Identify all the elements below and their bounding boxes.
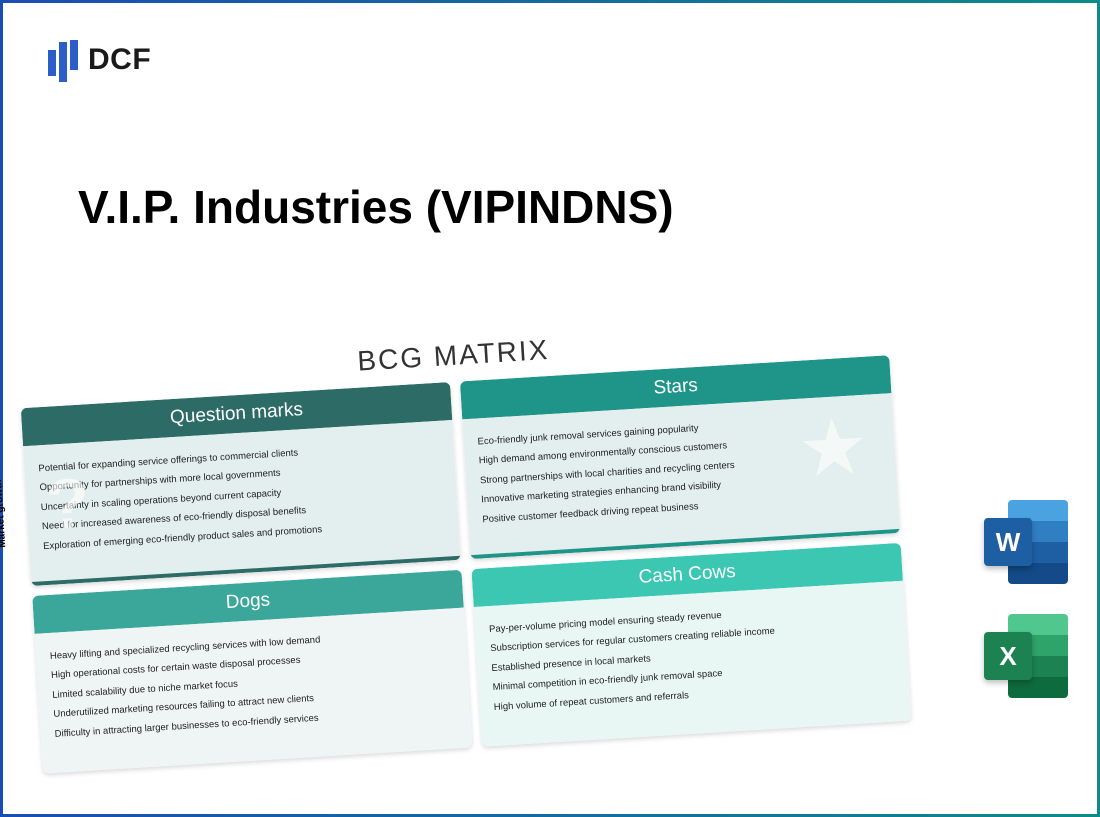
logo-text: DCF: [88, 43, 151, 77]
logo-bars-icon: [48, 38, 78, 82]
excel-letter: X: [984, 632, 1032, 680]
quadrant-stars: Stars ★ Eco-friendly junk removal servic…: [460, 355, 900, 559]
word-icon[interactable]: W: [984, 500, 1068, 584]
quadrant-question-marks: Question marks ? Potential for expanding…: [21, 382, 461, 586]
page-title: V.I.P. Industries (VIPINDNS): [78, 180, 674, 234]
quadrant-cash-cows: Cash Cows Pay-per-volume pricing model e…: [471, 543, 911, 747]
file-icons: W X: [984, 500, 1068, 698]
quadrant-body: Heavy lifting and specialized recycling …: [35, 608, 473, 774]
word-letter: W: [984, 518, 1032, 566]
matrix-grid: Question marks ? Potential for expanding…: [1, 354, 932, 775]
brand-logo: DCF: [48, 38, 151, 82]
excel-icon[interactable]: X: [984, 614, 1068, 698]
quadrant-body: ★ Eco-friendly junk removal services gai…: [462, 393, 900, 559]
quadrant-dogs: Dogs Heavy lifting and specialized recyc…: [32, 570, 472, 774]
quadrant-body: Pay-per-volume pricing model ensuring st…: [474, 581, 912, 747]
quadrant-body: ? Potential for expanding service offeri…: [23, 420, 461, 586]
bcg-matrix: Market growth BCG MATRIX Question marks …: [0, 312, 931, 775]
